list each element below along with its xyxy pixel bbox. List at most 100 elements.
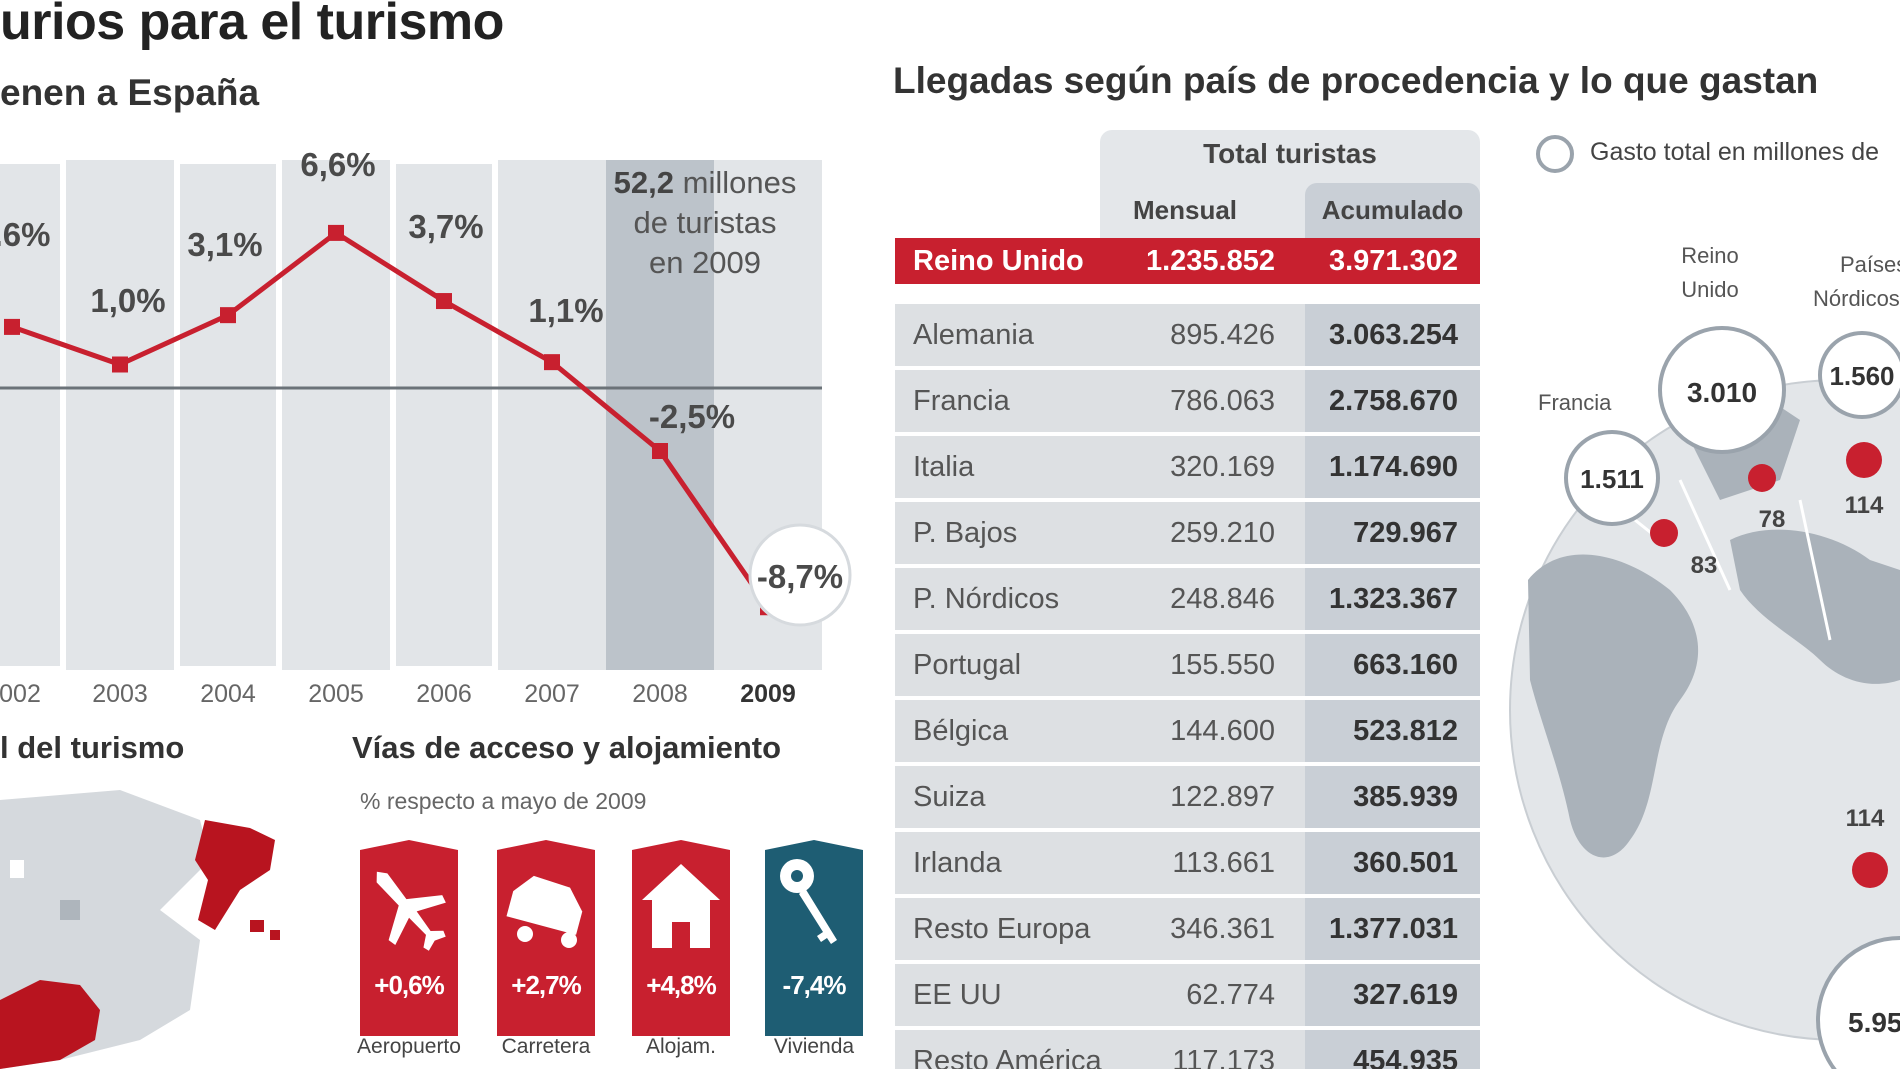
access-value-lodging: +4,8% xyxy=(646,970,716,1000)
table-cell-monthly: 62.774 xyxy=(1186,979,1275,1011)
data-point xyxy=(4,318,20,335)
year-band xyxy=(498,160,606,670)
data-point xyxy=(652,443,668,459)
table-header-accumulated: Acumulado xyxy=(1321,195,1464,225)
house-icon xyxy=(642,864,720,948)
table-cell-country: Bélgica xyxy=(895,700,1305,762)
globe-bubble-nordic-value: 1.560 xyxy=(1829,361,1894,391)
table-cell-country: Suiza xyxy=(895,766,1305,828)
data-label: -2,5% xyxy=(649,398,735,435)
growth-line xyxy=(11,229,771,609)
arrivals-table-body: Reino Unido 1.235.852 3.971.302 Alemania 895… xyxy=(895,238,1480,1069)
globe-marker-usa: 114 xyxy=(1846,805,1885,832)
data-point xyxy=(328,224,344,241)
table-cell-accumulated: 385.939 xyxy=(1305,766,1480,828)
access-note: % respecto a mayo de 2009 xyxy=(360,788,647,814)
table-cell-monthly: 155.550 xyxy=(1170,649,1275,681)
globe-bubble-uk-name2: Unido xyxy=(1681,277,1738,302)
data-label: 3,1% xyxy=(187,226,262,263)
table-cell-country: EE UU xyxy=(895,964,1305,1026)
table-row: EE UU 62.774 327.619 xyxy=(895,964,1480,1030)
table-cell-monthly: 1.235.852 xyxy=(1145,245,1275,277)
table-cell-monthly: 786.063 xyxy=(1170,385,1275,417)
table-row: Suiza 122.897 385.939 xyxy=(895,766,1480,832)
x-tick-label: 2006 xyxy=(416,680,472,708)
year-band-shade xyxy=(0,164,60,666)
year-band-shade xyxy=(396,164,492,666)
table-cell-accumulated: 2.758.670 xyxy=(1305,370,1480,432)
data-label: -8,7% xyxy=(757,558,843,595)
globe-bubble-uk-name1: Reino xyxy=(1681,243,1738,268)
table-cell-accumulated: 327.619 xyxy=(1305,964,1480,1026)
access-value-housing: -7,4% xyxy=(782,970,847,1000)
table-row: Resto Europa 346.361 1.377.031 xyxy=(895,898,1480,964)
spain-map xyxy=(0,790,280,1069)
access-card-road: +2,7% xyxy=(497,840,595,1036)
summary-line-3: en 2009 xyxy=(648,245,762,280)
table-row: Irlanda 113.661 360.501 xyxy=(895,832,1480,898)
table-cell-accumulated: 729.967 xyxy=(1305,502,1480,564)
table-cell-accumulated: 663.160 xyxy=(1305,634,1480,696)
tourists-summary: 52,2 millones de turistas en 2009 xyxy=(590,163,820,283)
globe-bubble-nordic: 1.560 Países Nórdicos 114 xyxy=(1813,252,1900,519)
table-row: P. Bajos 259.210 729.967 xyxy=(895,502,1480,568)
x-tick-label: 2005 xyxy=(308,680,364,708)
last-value-bubble xyxy=(748,523,852,627)
year-band xyxy=(66,160,174,670)
table-row: Italia 320.169 1.174.690 xyxy=(895,436,1480,502)
globe-marker-nordic: 114 xyxy=(1845,492,1884,519)
table-cell-country: Resto América xyxy=(895,1030,1305,1069)
access-value-airport: +0,6% xyxy=(374,970,444,1000)
year-band-shade xyxy=(180,164,276,666)
table-row: Francia 786.063 2.758.670 xyxy=(895,370,1480,436)
table-cell-accumulated: 360.501 xyxy=(1305,832,1480,894)
impact-title: l del turismo xyxy=(0,730,185,765)
table-cell-accumulated: 454.935 xyxy=(1305,1030,1480,1069)
table-cell-country: Portugal xyxy=(895,634,1305,696)
table-header-accumulated-bg xyxy=(1305,183,1480,240)
globe-bubble-usa-value: 5.958 xyxy=(1848,1007,1900,1038)
x-tick-label: 002 xyxy=(0,680,41,708)
access-card-housing: -7,4% xyxy=(765,840,863,1036)
table-cell-country: Irlanda xyxy=(895,832,1305,894)
table-cell-monthly: 320.169 xyxy=(1170,451,1275,483)
table-row: Resto América 117.173 454.935 xyxy=(895,1030,1480,1069)
data-label: 3,7% xyxy=(408,208,483,245)
summary-value: 52,2 xyxy=(613,165,674,200)
access-label-airport: Aeropuerto xyxy=(357,1035,461,1058)
table-cell-accumulated: 1.377.031 xyxy=(1305,898,1480,960)
data-label: 1,1% xyxy=(528,292,603,329)
table-cell-accumulated: 523.812 xyxy=(1305,700,1480,762)
table-cell-country: Reino Unido xyxy=(895,238,1305,284)
table-header-group: Total turistas xyxy=(1203,138,1377,169)
globe-marker-uk: 78 xyxy=(1759,506,1786,533)
summary-unit: millones xyxy=(682,165,797,200)
table-row: Portugal 155.550 663.160 xyxy=(895,634,1480,700)
key-icon xyxy=(780,859,837,944)
data-point xyxy=(220,307,236,324)
access-label-road: Carretera xyxy=(501,1035,591,1058)
table-cell-country: Francia xyxy=(895,370,1305,432)
data-label: 1,0% xyxy=(90,282,165,319)
year-band xyxy=(606,160,714,670)
access-card-lodging: +4,8% xyxy=(632,840,730,1036)
table-cell-country: Alemania xyxy=(895,304,1305,366)
table-header-monthly: Mensual xyxy=(1132,195,1238,225)
car-icon xyxy=(506,875,583,948)
data-point xyxy=(544,354,560,371)
year-band xyxy=(282,160,390,670)
globe-bubble-nordic-name2: Nórdicos xyxy=(1813,286,1900,311)
growth-line-chart: .6% 1,0% 3,1% 6,6% 3,7% 1,1% -2,5% -8,7% 002 2003… xyxy=(0,150,852,708)
data-point xyxy=(112,356,128,373)
x-tick-label: 2008 xyxy=(632,680,688,708)
table-row: P. Nórdicos 248.846 1.323.367 xyxy=(895,568,1480,634)
summary-line-2: de turistas xyxy=(633,205,777,240)
data-point xyxy=(436,293,452,310)
table-cell-country: Italia xyxy=(895,436,1305,498)
table-cell-monthly: 895.426 xyxy=(1170,319,1275,351)
access-title: Vías de acceso y alojamiento xyxy=(352,730,782,765)
page-title: urios para el turismo xyxy=(0,0,504,51)
access-label-housing: Vivienda xyxy=(773,1035,855,1058)
data-label: 6,6% xyxy=(300,150,375,183)
table-cell-monthly: 346.361 xyxy=(1170,913,1275,945)
